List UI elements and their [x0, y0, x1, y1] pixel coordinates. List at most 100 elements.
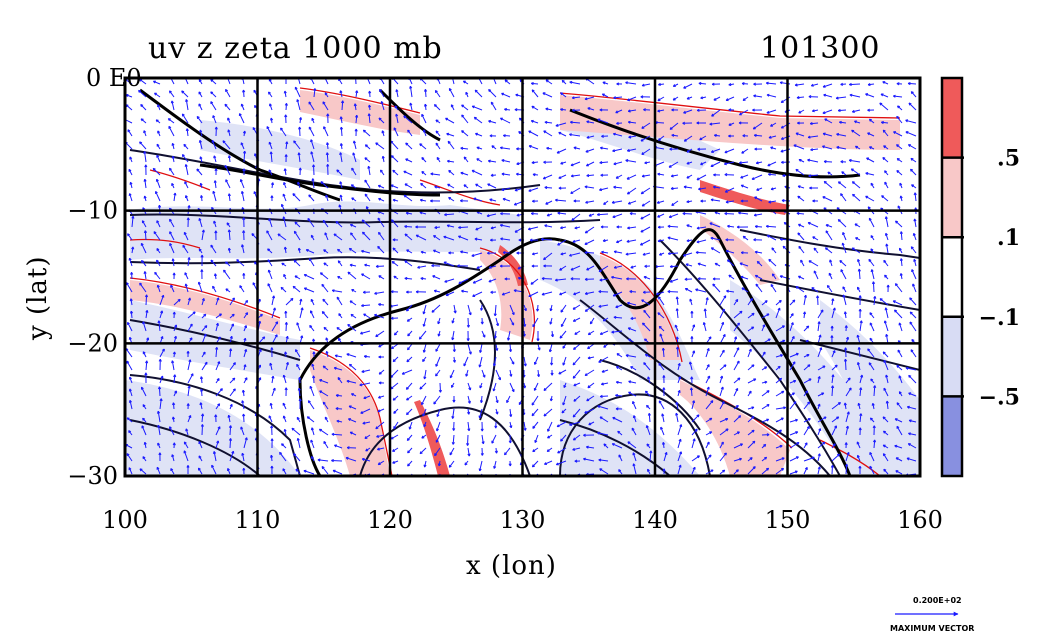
wind-vector-head	[271, 295, 275, 299]
wind-vector-head	[269, 403, 272, 406]
wind-vector	[308, 194, 315, 202]
wind-vector	[377, 217, 385, 228]
wind-vector	[187, 359, 191, 371]
wind-vector-head	[583, 434, 586, 437]
wind-vector-head	[573, 147, 577, 150]
wind-vector-head	[806, 425, 810, 429]
wind-vector	[500, 238, 511, 241]
wind-vector-head	[836, 416, 839, 418]
wind-vector	[447, 140, 455, 150]
wind-vector	[838, 109, 847, 112]
wind-vector-head	[515, 94, 518, 97]
wind-vector-head	[630, 366, 633, 370]
wind-vector-head	[583, 458, 586, 461]
wind-vector	[184, 78, 189, 85]
wind-vector-head	[510, 414, 513, 417]
wind-vector-head	[531, 414, 535, 417]
wind-vector-head	[321, 311, 324, 315]
wind-vector	[741, 184, 749, 189]
wind-vector	[845, 425, 849, 436]
wind-vector	[627, 302, 637, 306]
wind-vector-head	[858, 295, 861, 298]
wind-vector-head	[661, 347, 664, 351]
wind-vector	[475, 183, 483, 189]
wind-vector	[215, 323, 219, 332]
wind-vector-head	[694, 428, 698, 431]
z-contour-line	[479, 299, 496, 421]
wind-vector-head	[677, 363, 681, 366]
wind-vector-head	[285, 335, 289, 339]
wind-vector	[584, 186, 595, 189]
wind-vector-head	[361, 250, 364, 253]
wind-vector	[173, 192, 176, 202]
wind-vector	[140, 243, 147, 254]
wind-vector-head	[171, 143, 173, 146]
wind-vector-head	[334, 444, 337, 448]
wind-vector	[243, 151, 246, 163]
wind-vector-head	[558, 132, 561, 135]
wind-vector	[668, 252, 679, 255]
wind-vector	[836, 146, 847, 150]
wind-vector	[298, 152, 301, 163]
wind-vector-head	[798, 275, 801, 279]
wind-vector	[285, 103, 287, 111]
wind-vector-head	[848, 387, 852, 390]
wind-vector	[348, 405, 357, 410]
wind-vector-head	[658, 326, 661, 329]
wind-vector-head	[219, 388, 223, 390]
wind-vector	[859, 374, 863, 384]
wind-vector	[555, 278, 567, 281]
wind-vector-head	[349, 224, 353, 227]
wind-vector-head	[536, 308, 540, 312]
wind-vector	[823, 181, 833, 189]
wind-vector-head	[419, 452, 423, 455]
wind-vector	[472, 278, 483, 284]
wind-vector-head	[669, 266, 673, 269]
wind-vector	[585, 200, 595, 204]
wind-vector-head	[615, 408, 619, 411]
wind-vector	[615, 304, 623, 308]
wind-vector-head	[762, 351, 766, 354]
wind-vector	[658, 400, 665, 410]
wind-vector	[528, 187, 539, 192]
wind-vector-head	[378, 198, 381, 201]
wind-vector-head	[439, 478, 441, 480]
wind-vector	[727, 259, 735, 267]
wind-vector	[392, 169, 399, 176]
wind-vector-head	[312, 338, 314, 342]
wind-vector-head	[494, 336, 497, 339]
wind-vector	[836, 133, 847, 137]
wind-vector-head	[840, 84, 844, 86]
wind-vector-head	[797, 232, 799, 236]
wind-vector-head	[242, 230, 245, 234]
wind-vector	[544, 186, 553, 189]
wind-vector	[243, 413, 245, 423]
wind-vector-head	[407, 464, 411, 467]
wind-vector	[435, 434, 441, 443]
wind-vector-head	[294, 275, 297, 279]
wind-vector-head	[778, 429, 782, 432]
wind-vector-head	[378, 382, 382, 385]
wind-vector-head	[781, 200, 785, 203]
wind-vector	[586, 135, 595, 139]
wind-vector-head	[854, 146, 858, 149]
wind-vector	[775, 429, 782, 436]
wind-vector-head	[867, 206, 870, 210]
wind-vector-head	[552, 334, 555, 337]
wind-vector-head	[404, 277, 408, 281]
wind-vector-head	[300, 335, 303, 338]
wind-vector-head	[355, 74, 356, 76]
wind-vector	[475, 226, 483, 231]
wind-vector-head	[172, 272, 175, 276]
wind-vector-head	[514, 190, 518, 192]
wind-vector-head	[348, 405, 352, 409]
wind-vector-head	[454, 349, 456, 352]
wind-vector	[766, 94, 777, 98]
wind-vector	[569, 81, 581, 85]
wind-vector-head	[435, 364, 439, 367]
wind-vector-head	[160, 336, 163, 339]
wind-vector	[719, 349, 725, 358]
wind-vector-head	[378, 303, 381, 307]
wind-vector-head	[471, 105, 475, 109]
wind-vector	[531, 408, 539, 417]
